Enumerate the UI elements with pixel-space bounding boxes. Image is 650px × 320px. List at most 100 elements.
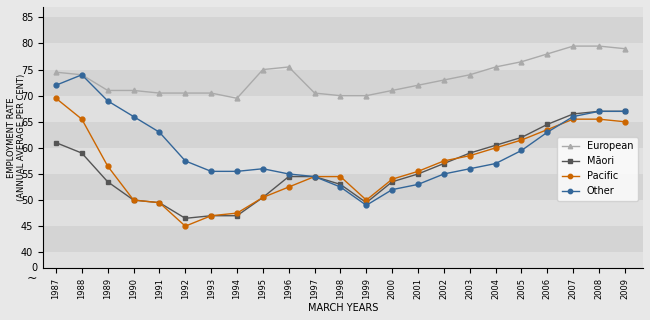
Other (414, 182, 422, 186)
Y-axis label: EMPLOYMENT RATE
(ANNUAL AVERAGE PER CENT): EMPLOYMENT RATE (ANNUAL AVERAGE PER CENT… (7, 74, 27, 201)
Text: ~: ~ (27, 272, 37, 285)
European (414, 83, 422, 87)
Māori (517, 135, 525, 139)
Other (388, 188, 396, 192)
European (517, 60, 525, 64)
Bar (43, 44, 643, 69)
European (52, 70, 60, 74)
Pacific (78, 117, 86, 121)
Māori (129, 198, 137, 202)
Māori (155, 201, 163, 204)
Other (207, 169, 215, 173)
Māori (492, 143, 500, 147)
Māori (233, 214, 241, 218)
Māori (337, 182, 344, 186)
Pacific (569, 117, 577, 121)
Pacific (259, 196, 266, 199)
Māori (388, 180, 396, 184)
Pacific (414, 169, 422, 173)
Other (517, 148, 525, 152)
Bar (43, 226, 643, 252)
European (363, 94, 370, 98)
Bar (43, 122, 643, 148)
Line: Other: Other (53, 72, 627, 208)
Pacific (181, 224, 189, 228)
Bar (43, 69, 643, 96)
European (466, 73, 474, 77)
Other (363, 204, 370, 207)
Pacific (466, 154, 474, 158)
European (440, 78, 448, 82)
Māori (543, 123, 551, 126)
Other (595, 109, 603, 113)
Māori (569, 112, 577, 116)
Pacific (207, 214, 215, 218)
Pacific (621, 120, 629, 124)
Bar (43, 174, 643, 200)
Pacific (517, 138, 525, 142)
Line: Māori: Māori (53, 109, 627, 221)
Other (569, 115, 577, 118)
Bar (43, 148, 643, 174)
European (311, 91, 318, 95)
Māori (621, 109, 629, 113)
Other (233, 169, 241, 173)
European (181, 91, 189, 95)
Pacific (104, 164, 112, 168)
Māori (311, 175, 318, 179)
Other (621, 109, 629, 113)
Text: 0: 0 (31, 263, 37, 273)
Bar (43, 200, 643, 226)
Māori (466, 151, 474, 155)
European (233, 96, 241, 100)
Māori (78, 151, 86, 155)
Other (311, 175, 318, 179)
Line: European: European (53, 44, 627, 101)
Other (129, 115, 137, 118)
Pacific (311, 175, 318, 179)
Māori (440, 162, 448, 165)
European (543, 52, 551, 56)
Pacific (52, 96, 60, 100)
Bar (43, 96, 643, 122)
European (207, 91, 215, 95)
Māori (52, 141, 60, 145)
European (129, 89, 137, 92)
X-axis label: MARCH YEARS: MARCH YEARS (308, 303, 378, 313)
Pacific (285, 185, 292, 189)
Māori (181, 216, 189, 220)
Other (492, 162, 500, 165)
Other (181, 159, 189, 163)
Legend: European, Māori, Pacific, Other: European, Māori, Pacific, Other (556, 137, 638, 201)
Pacific (440, 159, 448, 163)
European (259, 68, 266, 71)
Pacific (155, 201, 163, 204)
Other (104, 99, 112, 103)
Bar (43, 17, 643, 44)
Pacific (363, 198, 370, 202)
Other (78, 73, 86, 77)
Māori (259, 196, 266, 199)
Pacific (388, 177, 396, 181)
Pacific (337, 175, 344, 179)
Māori (285, 175, 292, 179)
Other (440, 172, 448, 176)
European (492, 65, 500, 69)
European (569, 44, 577, 48)
European (388, 89, 396, 92)
Māori (363, 201, 370, 204)
Other (155, 130, 163, 134)
Māori (595, 109, 603, 113)
Line: Pacific: Pacific (53, 96, 627, 228)
Other (466, 167, 474, 171)
European (78, 73, 86, 77)
Pacific (595, 117, 603, 121)
Māori (414, 172, 422, 176)
European (104, 89, 112, 92)
European (595, 44, 603, 48)
Pacific (492, 146, 500, 150)
Pacific (543, 128, 551, 132)
Pacific (233, 211, 241, 215)
Other (337, 185, 344, 189)
European (337, 94, 344, 98)
